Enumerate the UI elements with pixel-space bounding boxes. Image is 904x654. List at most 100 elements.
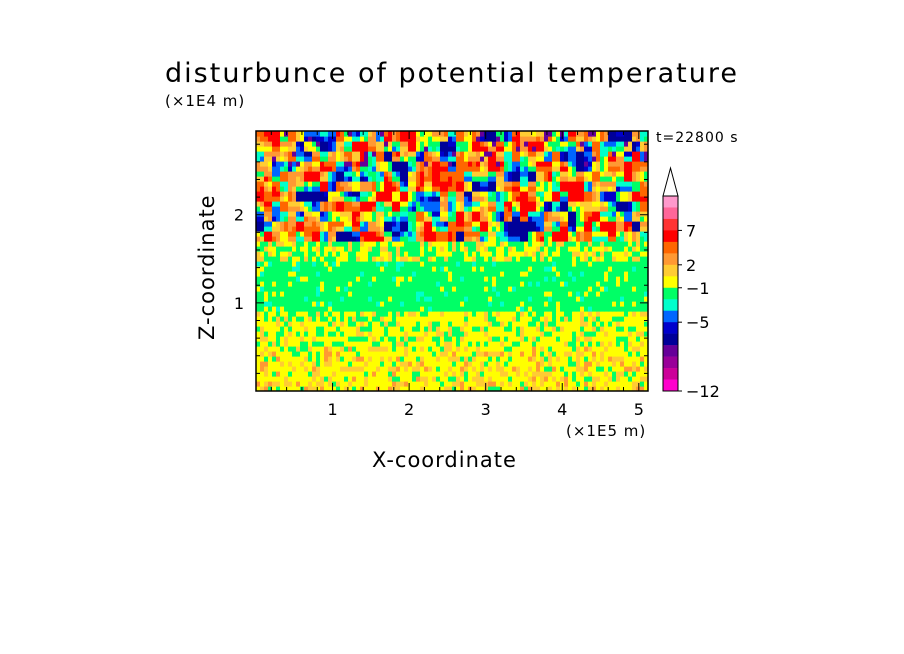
heat-cell bbox=[596, 326, 601, 332]
heat-cell bbox=[572, 206, 577, 212]
heat-cell bbox=[396, 246, 401, 252]
heat-cell bbox=[280, 306, 285, 312]
heat-cell bbox=[604, 261, 609, 267]
heat-cell bbox=[452, 386, 457, 391]
heat-cell bbox=[376, 231, 381, 237]
heat-cell bbox=[588, 336, 593, 342]
heat-cell bbox=[356, 146, 361, 152]
heat-cell bbox=[420, 211, 425, 217]
heat-cell bbox=[456, 336, 461, 342]
heat-cell bbox=[604, 356, 609, 362]
heat-cell bbox=[616, 271, 621, 277]
heat-cell bbox=[380, 216, 385, 222]
heat-cell bbox=[588, 251, 593, 257]
heat-cell bbox=[412, 151, 417, 157]
heat-cell bbox=[568, 156, 573, 162]
heat-cell bbox=[280, 311, 285, 317]
heat-cell bbox=[504, 256, 509, 262]
heat-cell bbox=[316, 336, 321, 342]
heat-cell bbox=[632, 361, 637, 367]
heat-cell bbox=[372, 221, 377, 227]
heat-cell bbox=[320, 336, 325, 342]
heat-cell bbox=[400, 321, 405, 327]
heat-cell bbox=[528, 181, 533, 187]
heat-cell bbox=[536, 386, 541, 391]
heat-cell bbox=[408, 336, 413, 342]
heat-cell bbox=[332, 336, 337, 342]
heat-cell bbox=[552, 166, 557, 172]
heat-cell bbox=[448, 206, 453, 212]
heat-cell bbox=[504, 276, 509, 282]
heat-cell bbox=[516, 241, 521, 247]
heat-cell bbox=[356, 191, 361, 197]
heat-cell bbox=[352, 366, 357, 372]
heat-cell bbox=[320, 301, 325, 307]
heat-cell bbox=[532, 161, 537, 167]
heat-cell bbox=[492, 271, 497, 277]
heat-cell bbox=[372, 136, 377, 142]
heat-cell bbox=[520, 341, 525, 347]
heat-cell bbox=[596, 221, 601, 227]
heat-cell bbox=[512, 241, 517, 247]
heat-cell bbox=[600, 166, 605, 172]
heat-cell bbox=[404, 181, 409, 187]
heat-cell bbox=[484, 151, 489, 157]
heat-cell bbox=[620, 181, 625, 187]
heat-cell bbox=[468, 271, 473, 277]
heat-cell bbox=[328, 286, 333, 292]
heat-cell bbox=[408, 201, 413, 207]
heat-cell bbox=[592, 241, 597, 247]
heat-cell bbox=[388, 206, 393, 212]
heat-cell bbox=[288, 331, 293, 337]
heat-cell bbox=[284, 366, 289, 372]
heat-cell bbox=[304, 161, 309, 167]
heat-cell bbox=[280, 141, 285, 147]
heat-cell bbox=[356, 141, 361, 147]
heat-cell bbox=[580, 261, 585, 267]
heat-cell bbox=[500, 201, 505, 207]
heat-cell bbox=[492, 336, 497, 342]
heat-cell bbox=[436, 311, 441, 317]
heat-cell bbox=[304, 191, 309, 197]
heat-cell bbox=[528, 171, 533, 177]
heat-cell bbox=[616, 211, 621, 217]
heat-cell bbox=[308, 186, 313, 192]
heat-cell bbox=[596, 376, 601, 382]
heat-cell bbox=[536, 306, 541, 312]
heat-cell bbox=[376, 166, 381, 172]
heat-cell bbox=[492, 376, 497, 382]
heat-cell bbox=[524, 146, 529, 152]
heat-cell bbox=[332, 196, 337, 202]
heat-cell bbox=[424, 181, 429, 187]
heat-cell bbox=[312, 351, 317, 357]
heat-cell bbox=[396, 176, 401, 182]
heat-cell bbox=[416, 236, 421, 242]
heat-cell bbox=[476, 196, 481, 202]
heat-cell bbox=[300, 351, 305, 357]
heat-cell bbox=[352, 136, 357, 142]
heat-cell bbox=[288, 306, 293, 312]
heat-cell bbox=[264, 201, 269, 207]
heat-cell bbox=[444, 251, 449, 257]
heat-cell bbox=[296, 226, 301, 232]
heat-cell bbox=[516, 361, 521, 367]
heat-cell bbox=[448, 161, 453, 167]
heat-cell bbox=[316, 316, 321, 322]
heat-cell bbox=[480, 291, 485, 297]
heat-cell bbox=[576, 296, 581, 302]
heat-cell bbox=[636, 286, 641, 292]
heat-cell bbox=[576, 336, 581, 342]
heat-cell bbox=[468, 331, 473, 337]
heat-cell bbox=[280, 286, 285, 292]
heat-cell bbox=[564, 356, 569, 362]
heat-cell bbox=[316, 311, 321, 317]
heat-cell bbox=[332, 301, 337, 307]
heat-cell bbox=[412, 176, 417, 182]
heat-cell bbox=[392, 201, 397, 207]
heat-cell bbox=[400, 146, 405, 152]
heat-cell bbox=[384, 281, 389, 287]
heat-cell bbox=[312, 236, 317, 242]
heat-cell bbox=[324, 356, 329, 362]
heat-cell bbox=[572, 246, 577, 252]
heat-cell bbox=[596, 281, 601, 287]
